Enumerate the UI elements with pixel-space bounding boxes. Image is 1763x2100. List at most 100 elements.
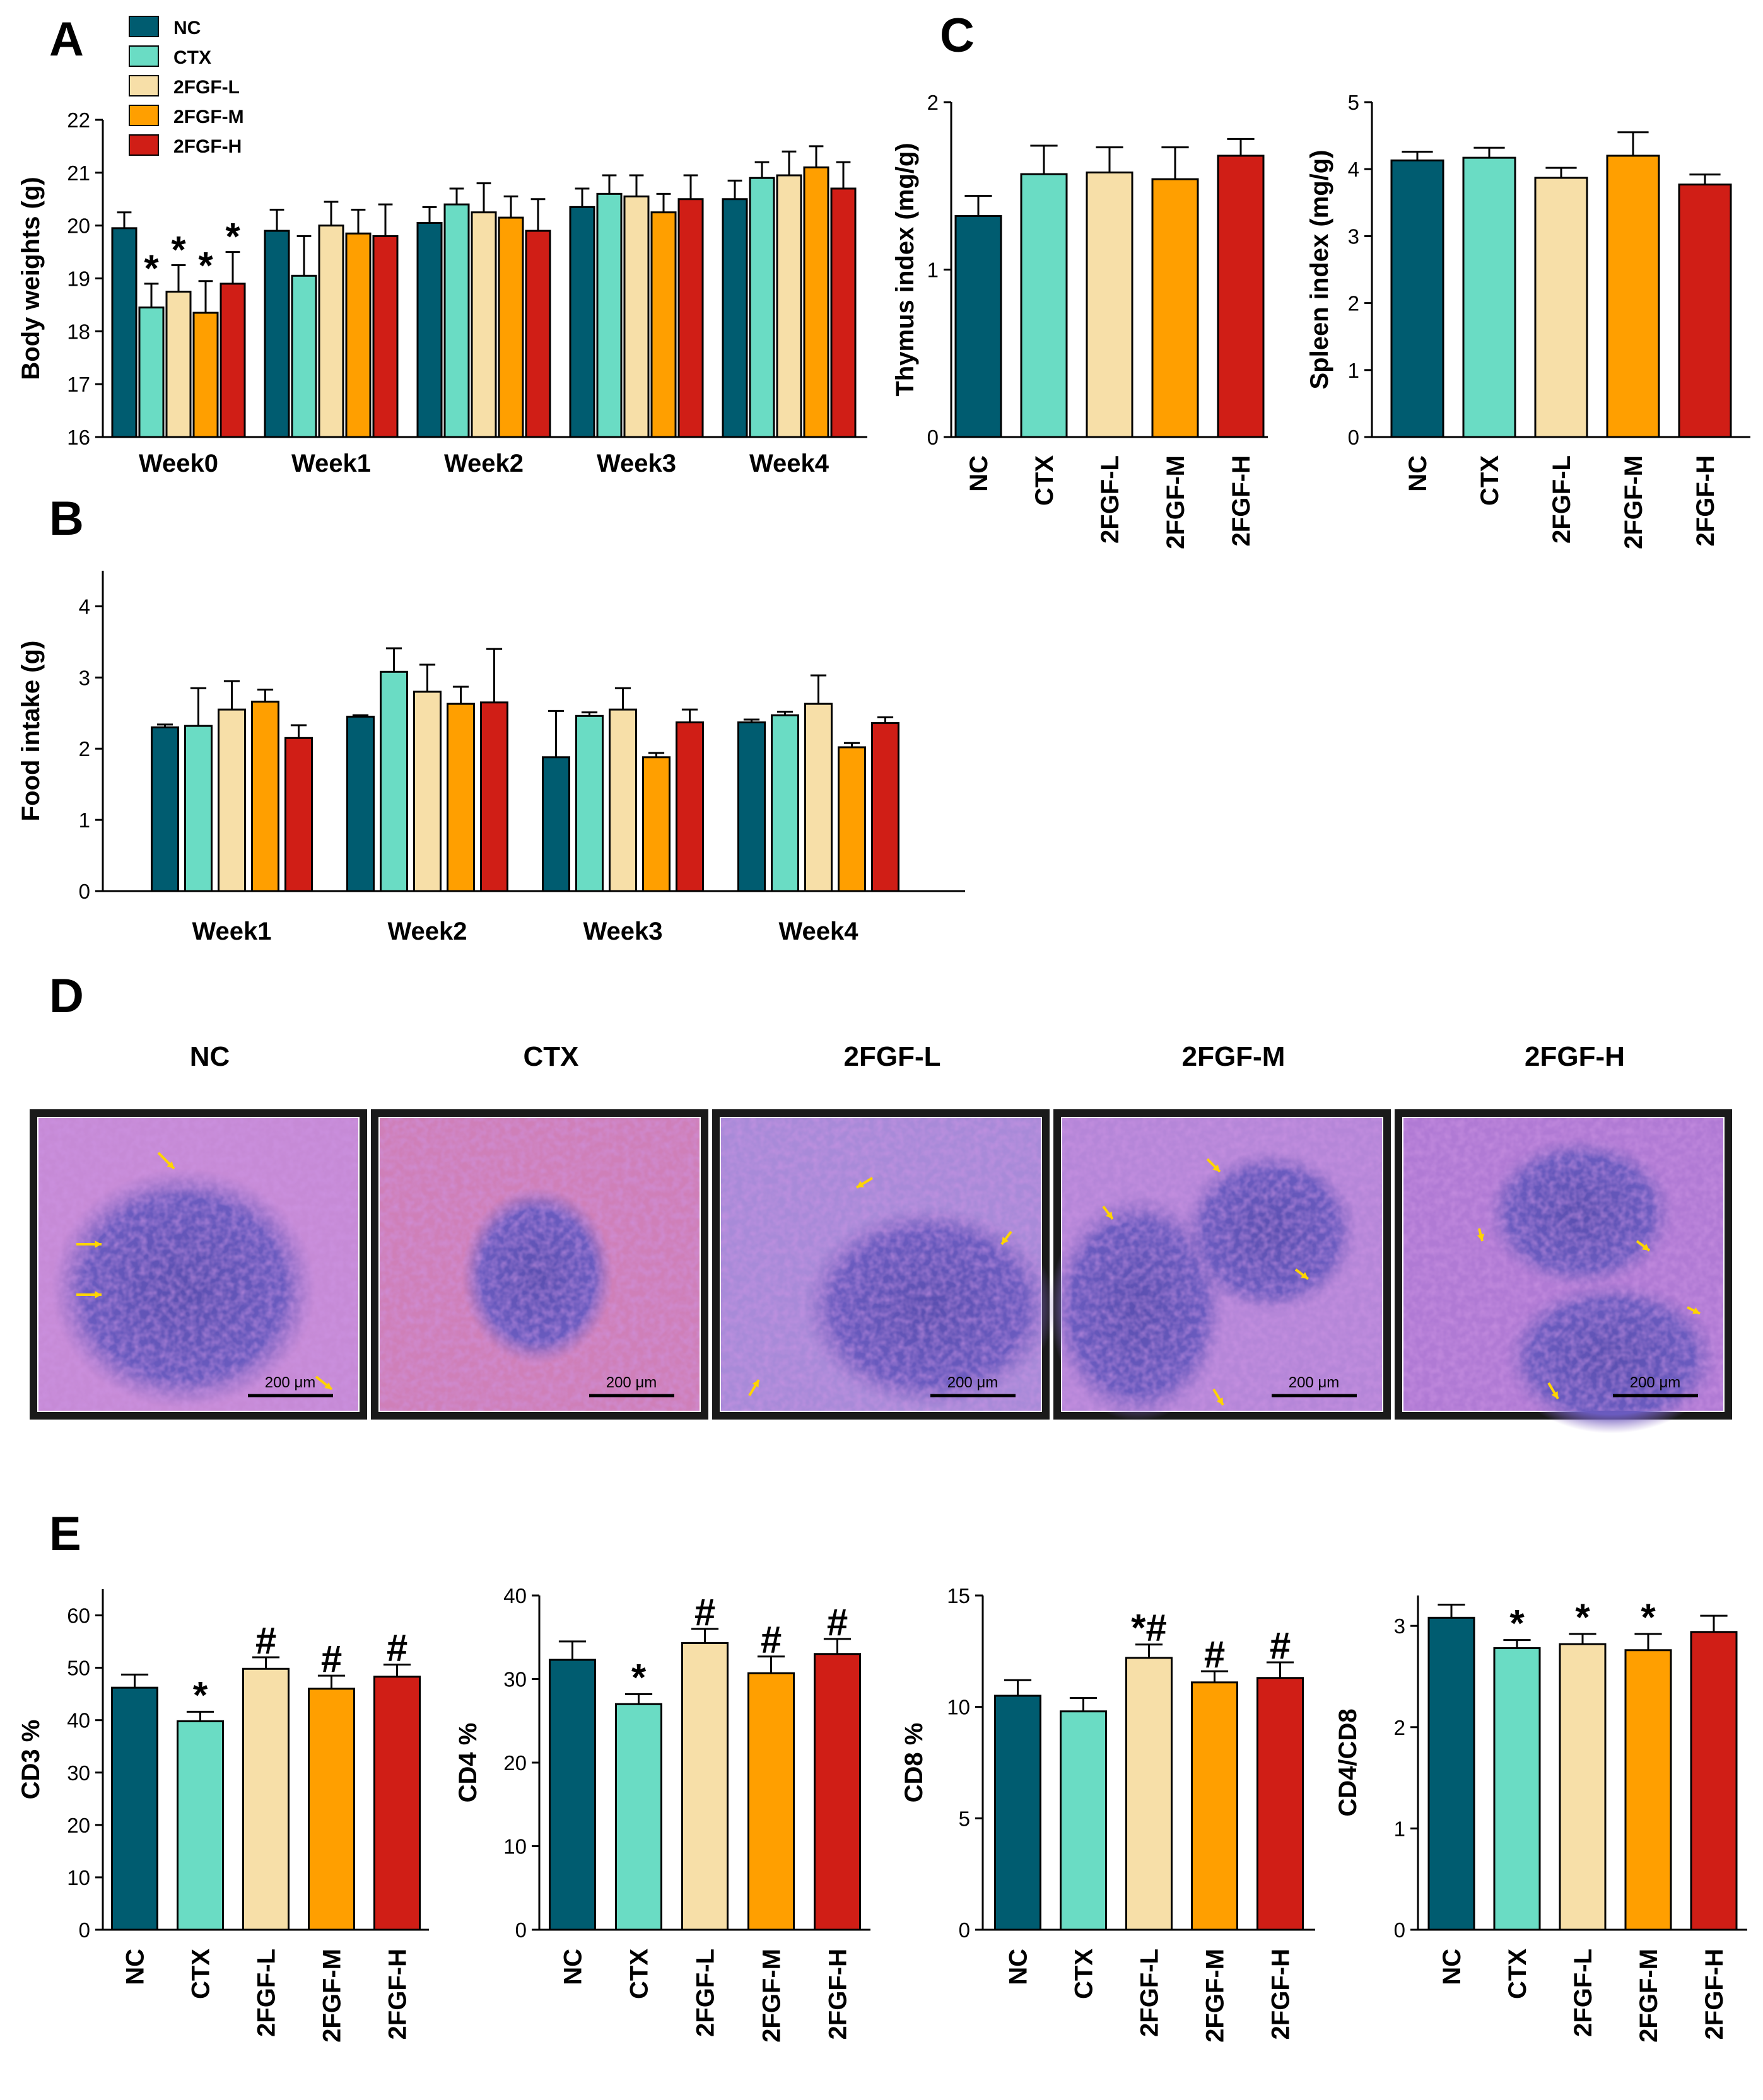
bar-ctx	[615, 1703, 662, 1931]
significance-mark: #	[1270, 1625, 1291, 1667]
histology-frame-nc	[30, 1109, 367, 1420]
histology-title-2fgf-h: 2FGF-H	[1525, 1041, 1625, 1072]
bar-2fgf-l	[1086, 172, 1133, 438]
bar-week2-2fgf-h	[525, 230, 551, 438]
y-tick-label: 50	[67, 1657, 90, 1680]
legend-swatch-nc	[129, 16, 159, 37]
significance-mark: #	[694, 1591, 715, 1633]
x-tick-label-2fgf-l: 2FGF-L	[253, 1949, 281, 2037]
yellow-arrowhead	[1216, 1397, 1223, 1405]
bar-week1-2fgf-l	[218, 708, 246, 892]
y-tick-label: 22	[67, 108, 90, 132]
y-tick-label: 0	[959, 1918, 970, 1942]
chart-spleen-index: 0 1 2 3 4 5 Spleen index (mg/g) NC CTX 2FGF-L 2FGF…	[1306, 91, 1750, 549]
x-tick-label-week3: Week3	[597, 450, 676, 477]
y-tick-label: 20	[503, 1751, 527, 1775]
bar-2fgf-h	[1217, 155, 1265, 438]
bar-2fgf-l	[1534, 177, 1588, 438]
y-tick-label: 2	[1394, 1716, 1405, 1739]
bar-2fgf-l	[681, 1642, 729, 1931]
yellow-arrowhead	[1301, 1272, 1308, 1279]
significance-mark: #	[1204, 1633, 1225, 1676]
bar-week3-ctx	[575, 715, 604, 892]
x-tick-label-2fgf-l: 2FGF-L	[1548, 455, 1576, 544]
bar-week3-2fgf-h	[677, 198, 704, 438]
legend-label-ctx: CTX	[173, 47, 211, 68]
bar-2fgf-m	[747, 1672, 795, 1931]
histology-title-nc: NC	[190, 1041, 230, 1072]
legend-swatch-2fgf-h	[129, 134, 159, 156]
y-tick-label: 1	[1348, 359, 1359, 382]
legend-swatch-2fgf-l	[129, 75, 159, 96]
chart-cd4: 0 10 20 30 40 CD4 % NC * CTX #2FGF-L #2FGF-M #2FGF-…	[454, 1584, 870, 2043]
x-tick-label-2fgf-m: 2FGF-M	[319, 1949, 346, 2043]
significance-mark: #	[387, 1627, 407, 1669]
significance-mark: #	[761, 1619, 782, 1661]
y-tick-label: 3	[79, 666, 90, 689]
x-tick-label-week0: Week0	[139, 450, 218, 477]
x-tick-label-nc: NC	[1438, 1949, 1466, 1985]
x-tick-label-2fgf-h: 2FGF-H	[384, 1949, 412, 2039]
y-tick-label: 1	[79, 808, 90, 832]
y-tick-label: 17	[67, 373, 90, 396]
bar-week2-nc	[416, 221, 443, 438]
bar-week0-2fgf-l	[165, 290, 192, 438]
yellow-arrowhead	[752, 1380, 759, 1387]
x-tick-label-nc: NC	[1005, 1949, 1033, 1985]
yellow-arrowhead	[1551, 1391, 1558, 1399]
bar-week4-ctx	[771, 714, 799, 892]
histology-title-2fgf-l: 2FGF-L	[844, 1041, 941, 1072]
bar-2fgf-h	[814, 1653, 861, 1931]
y-axis-title: Food intake (g)	[17, 641, 45, 822]
bar-2fgf-l	[1125, 1657, 1173, 1931]
bar-2fgf-m	[1151, 178, 1199, 438]
histology-texture	[38, 1118, 358, 1411]
x-tick-label-ctx: CTX	[626, 1949, 653, 1999]
y-tick-label: 4	[1348, 158, 1359, 181]
x-tick-label-2fgf-l: 2FGF-L	[1569, 1949, 1597, 2037]
x-tick-label-2fgf-h: 2FGF-H	[1692, 455, 1719, 546]
y-tick-label: 40	[503, 1584, 527, 1607]
y-tick-label: 0	[927, 426, 939, 449]
x-tick-label-2fgf-h: 2FGF-H	[1267, 1949, 1295, 2039]
significance-mark: #	[827, 1601, 848, 1643]
bar-week4-2fgf-h	[871, 722, 899, 892]
x-tick-label-2fgf-l: 2FGF-L	[1136, 1949, 1164, 2037]
x-tick-label-ctx: CTX	[1504, 1949, 1532, 1999]
yellow-arrowhead	[324, 1382, 332, 1389]
y-tick-label: 2	[79, 737, 90, 761]
scale-bar-label: 200 μm	[947, 1374, 999, 1391]
bar-week4-ctx	[749, 177, 775, 438]
y-axis-title: Thymus index (mg/g)	[891, 143, 919, 396]
bar-week2-2fgf-l	[471, 211, 497, 438]
bar-week1-2fgf-m	[251, 701, 279, 892]
bar-week2-ctx	[443, 203, 470, 438]
significance-mark: *	[1575, 1596, 1590, 1638]
y-tick-label: 20	[67, 1814, 90, 1837]
yellow-arrowhead	[167, 1161, 174, 1169]
chart-cd8: 0 5 10 15 CD8 % NC CTX *# 2FGF-L #2FGF-M #2FGF-H	[900, 1584, 1315, 2043]
x-tick-label-2fgf-h: 2FGF-H	[1701, 1949, 1728, 2039]
y-tick-label: 1	[1394, 1817, 1405, 1840]
bar-week3-2fgf-l	[609, 708, 637, 892]
x-tick-label-nc: NC	[1404, 455, 1432, 492]
y-tick-label: 0	[1394, 1918, 1405, 1942]
yellow-arrowhead	[1692, 1307, 1700, 1314]
yellow-arrowhead	[857, 1181, 864, 1187]
bar-week3-nc	[569, 206, 595, 438]
x-tick-label-week4: Week4	[778, 918, 858, 945]
yellow-arrowhead	[1002, 1237, 1009, 1244]
x-tick-label-2fgf-m: 2FGF-M	[1620, 455, 1648, 549]
x-tick-label-week2: Week2	[444, 450, 524, 477]
y-tick-label: 10	[947, 1696, 970, 1719]
y-tick-label: 5	[959, 1807, 970, 1830]
bar-ctx	[177, 1720, 224, 1931]
y-axis-title: CD4 %	[454, 1723, 482, 1803]
significance-mark: #	[321, 1638, 342, 1680]
bar-week2-2fgf-l	[413, 691, 442, 892]
y-tick-label: 0	[79, 880, 90, 903]
bar-nc	[994, 1695, 1041, 1931]
chart-body-weights: 16 17 18 19 20 21 22 Body weights (g) * * * * Week0 W…	[17, 108, 867, 477]
y-tick-label: 16	[67, 426, 90, 449]
